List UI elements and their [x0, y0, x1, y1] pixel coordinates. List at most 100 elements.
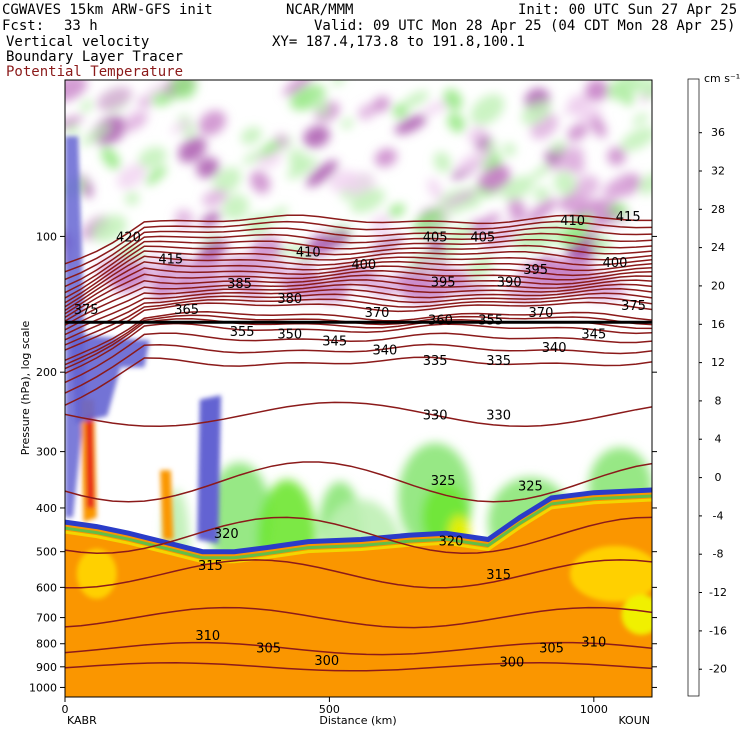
field-blob	[76, 548, 117, 599]
theta-label: 370	[529, 306, 554, 321]
distance-axis: 0 500 1000	[62, 697, 608, 716]
theta-label: 310	[195, 629, 220, 644]
field-blob	[433, 151, 452, 173]
field-blob	[533, 186, 550, 201]
theta-label: 375	[74, 303, 99, 318]
colorbar-label: -12	[709, 586, 727, 599]
theta-contour	[65, 662, 652, 672]
theta-contour	[65, 332, 652, 384]
theta-label: 420	[116, 230, 141, 245]
updraft-core	[86, 415, 95, 508]
field-blob	[81, 123, 111, 147]
field-blob	[222, 194, 250, 221]
theta-label: 335	[486, 354, 511, 369]
field-blob	[445, 224, 474, 247]
field-blob	[523, 227, 548, 248]
colorbar-label: -4	[713, 509, 724, 522]
boundary-layer-edge	[65, 494, 652, 560]
colorbar-label: 12	[711, 356, 725, 369]
field-blob	[388, 203, 406, 218]
field-blob	[200, 211, 222, 228]
valid-time: Valid: 09 UTC Mon 28 Apr 25 (04 CDT Mon …	[314, 18, 736, 34]
field-blob	[292, 243, 311, 266]
field-blob	[207, 462, 272, 573]
field-blob	[275, 133, 289, 148]
y-tick-label: 700	[36, 612, 57, 625]
theta-contour	[65, 311, 652, 361]
field-blob	[550, 140, 566, 156]
left-endpoint-label: KABR	[67, 714, 97, 727]
colorbar-label: 8	[715, 394, 722, 407]
colorbar-label: -8	[713, 548, 724, 561]
theta-contour	[65, 214, 652, 265]
theta-contour	[65, 343, 652, 394]
theta-label: 315	[198, 559, 223, 574]
field-blob	[485, 140, 498, 151]
x-axis-label: Distance (km)	[319, 714, 396, 727]
field-blob	[93, 115, 127, 145]
field-blob	[303, 125, 330, 148]
downdraft-column	[197, 395, 222, 544]
field-blob	[412, 207, 444, 230]
theta-label: 335	[423, 354, 448, 369]
right-endpoint-label: KOUN	[618, 714, 650, 727]
theta-contour	[65, 260, 652, 312]
theta-label: 315	[486, 568, 511, 583]
theta-contour	[65, 297, 652, 346]
y-tick-label: 500	[36, 546, 57, 559]
field-blob	[145, 166, 167, 185]
theta-contour	[65, 220, 652, 273]
field-blob	[567, 94, 590, 117]
theta-label: 325	[518, 480, 543, 495]
colorbar-label: 24	[711, 241, 725, 254]
colorbar-label: -20	[709, 663, 727, 676]
field-blob	[250, 236, 282, 263]
y-tick-label: 900	[36, 661, 57, 674]
theta-label: 385	[227, 277, 252, 292]
theta-label: 400	[351, 258, 376, 273]
field-blob	[240, 127, 262, 145]
field-blob	[500, 176, 534, 200]
theta-label: 365	[174, 303, 199, 318]
theta-label: 330	[486, 408, 511, 423]
field-blob	[196, 157, 220, 179]
theta-contour	[65, 232, 652, 288]
y-tick-label: 400	[36, 502, 57, 515]
theta-label: 305	[256, 641, 281, 656]
y-tick-label: 800	[36, 638, 57, 651]
field-blob	[554, 171, 577, 196]
x-tick-label: 500	[319, 703, 340, 716]
field-blob	[392, 103, 408, 119]
updraft-column	[160, 470, 174, 540]
x-tick-label: 0	[62, 703, 69, 716]
field-blob	[122, 112, 149, 133]
theta-label: 340	[542, 341, 567, 356]
field-blob	[447, 112, 466, 133]
field-blob	[374, 231, 392, 244]
field-blob	[223, 267, 251, 290]
theta-label: 400	[603, 256, 628, 271]
field-blob	[286, 156, 318, 180]
field-blob	[341, 118, 354, 129]
field-blob	[357, 103, 377, 120]
theta-label: 410	[560, 214, 585, 229]
theta-contour	[65, 461, 652, 503]
field-blob	[305, 160, 339, 187]
field-blob	[178, 136, 207, 163]
field-blob	[145, 83, 167, 97]
field-blob	[502, 142, 516, 157]
theta-contour	[65, 265, 652, 315]
theta-label: 345	[581, 327, 606, 342]
theta-label: 415	[158, 253, 183, 268]
theta-label: 320	[439, 534, 464, 549]
field-blob	[621, 594, 652, 635]
field-blob	[250, 170, 271, 194]
field-blob	[482, 229, 513, 250]
field-blob	[96, 86, 133, 111]
theta-contour	[65, 238, 652, 294]
theta-label: 355	[230, 325, 255, 340]
field-blob	[567, 122, 589, 142]
theta-label: 410	[296, 245, 321, 260]
theta-contour	[65, 274, 652, 322]
field-blob	[638, 80, 652, 99]
